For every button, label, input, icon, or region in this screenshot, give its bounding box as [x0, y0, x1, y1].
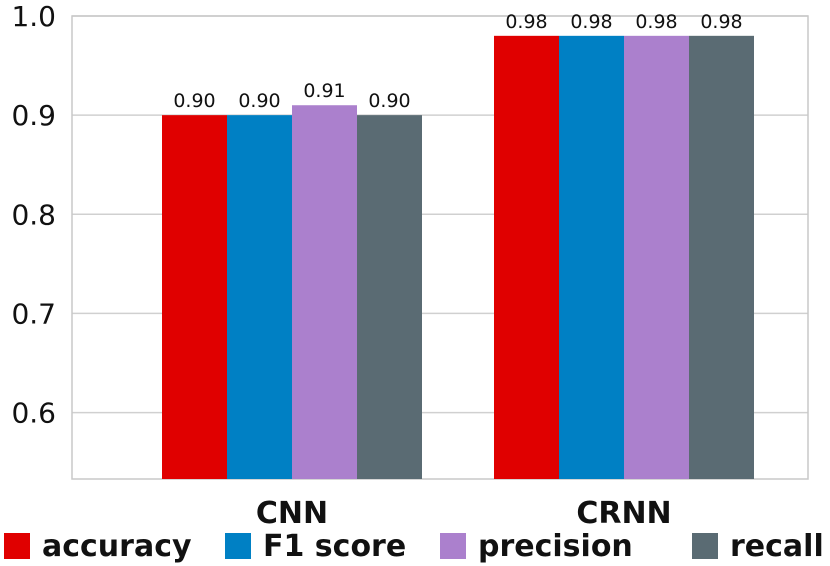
bar-recall-crnn: [689, 35, 754, 479]
data-label: 0.90: [238, 90, 280, 112]
plot-frame: [71, 15, 809, 480]
legend-label: recall: [730, 529, 824, 564]
y-tick-label: 0.7: [11, 297, 56, 330]
legend: accuracy F1 score precision recall: [4, 529, 824, 564]
bar-precision-cnn: [292, 105, 357, 479]
x-category-label: CRNN: [576, 496, 671, 531]
y-tick-label: 1.0: [11, 0, 56, 33]
x-category-label: CNN: [256, 496, 328, 531]
data-label: 0.91: [303, 80, 345, 102]
data-label: 0.98: [635, 11, 677, 33]
legend-label: precision: [478, 529, 633, 564]
data-label: 0.98: [700, 11, 742, 33]
data-label: 0.98: [570, 11, 612, 33]
bar-accuracy-crnn: [494, 35, 559, 479]
data-label: 0.90: [173, 90, 215, 112]
data-label: 0.90: [368, 90, 410, 112]
y-tick-label: 0.6: [11, 397, 56, 430]
bar-f1-score-crnn: [559, 35, 624, 479]
legend-label: accuracy: [42, 529, 192, 564]
legend-label: F1 score: [263, 529, 406, 564]
text-layer: 0.6 0.7 0.8 0.9 1.0 0.90 0.98 0.90 0.98 0.91 0.98 0…: [11, 0, 742, 531]
legend-swatch: [692, 533, 718, 559]
legend-swatch: [440, 533, 466, 559]
bar-precision-crnn: [624, 35, 689, 479]
bar-recall-cnn: [357, 115, 422, 480]
y-tick-label: 0.9: [11, 99, 56, 132]
legend-swatch: [225, 533, 251, 559]
data-label: 0.98: [505, 11, 547, 33]
bar-f1-score-cnn: [227, 115, 292, 480]
bar-accuracy-cnn: [162, 115, 227, 480]
y-tick-label: 0.8: [11, 198, 56, 231]
legend-swatch: [4, 533, 30, 559]
bar-layer: [162, 35, 754, 480]
